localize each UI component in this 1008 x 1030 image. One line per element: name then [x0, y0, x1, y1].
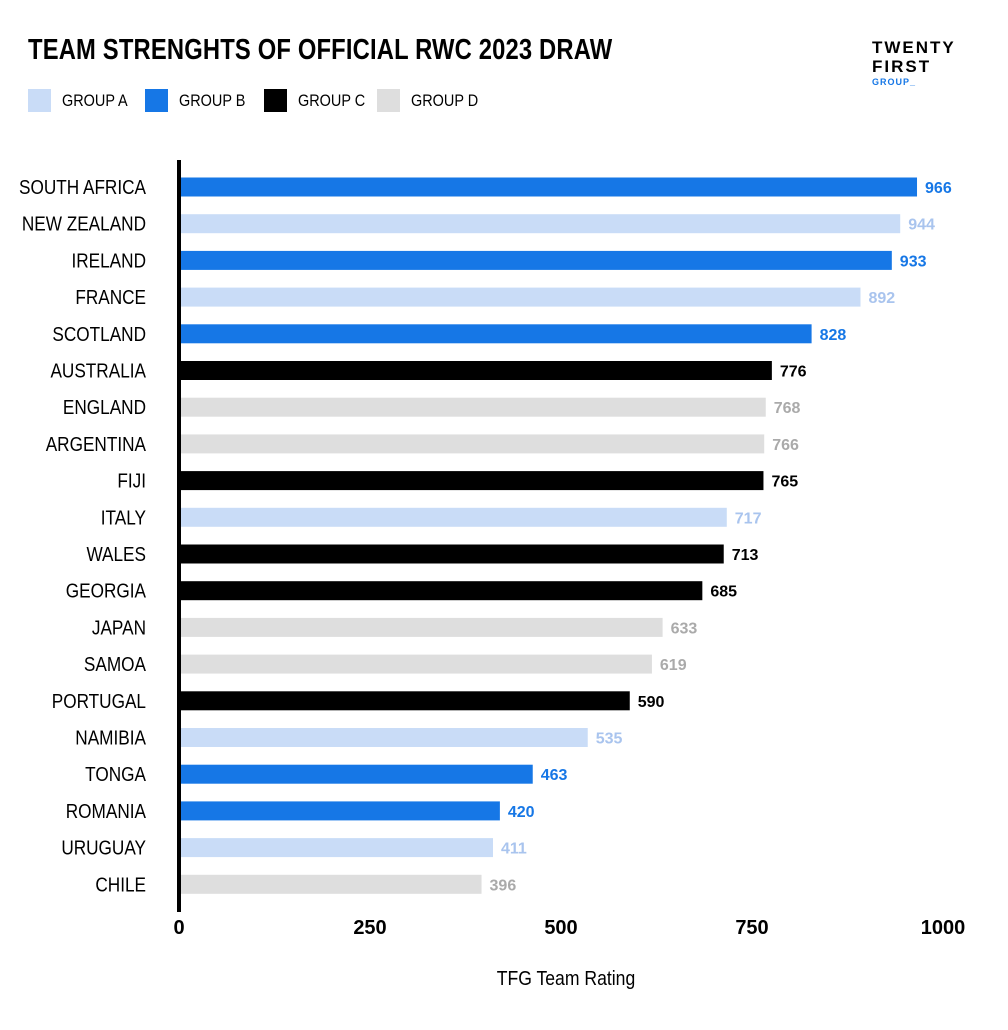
x-tick-label-1000: 1000	[921, 917, 966, 939]
value-label-wales: 713	[732, 547, 759, 564]
bar-japan	[179, 617, 663, 637]
logo-line-2: FIRST	[872, 57, 932, 76]
team-label-tonga: TONGA	[85, 763, 146, 786]
value-label-new-zealand: 944	[908, 217, 935, 234]
bar-england	[179, 397, 766, 417]
bar-australia	[179, 361, 772, 380]
value-label-namibia: 535	[596, 731, 623, 748]
bar-argentina	[179, 434, 765, 454]
bar-chile	[179, 874, 482, 894]
team-label-portugal: PORTUGAL	[52, 690, 146, 713]
bar-scotland	[179, 324, 812, 344]
team-label-samoa: SAMOA	[84, 653, 147, 676]
team-label-australia: AUSTRALIA	[50, 359, 146, 382]
bar-tonga	[179, 764, 533, 784]
value-label-fiji: 765	[771, 474, 798, 491]
value-label-chile: 396	[490, 877, 517, 894]
legend-swatch-group-a	[28, 89, 51, 112]
value-label-samoa: 619	[660, 657, 687, 674]
value-label-argentina: 766	[772, 437, 799, 454]
twenty-first-group-logo: TWENTY FIRST GROUP_	[872, 38, 972, 87]
legend-label-group-a: GROUP A	[62, 91, 128, 110]
team-label-wales: WALES	[86, 543, 146, 566]
value-label-england: 768	[774, 400, 801, 417]
team-label-japan: JAPAN	[92, 616, 146, 639]
bar-wales	[179, 544, 724, 564]
team-label-italy: ITALY	[101, 506, 147, 529]
value-label-uruguay: 411	[501, 841, 527, 858]
value-label-romania: 420	[508, 804, 535, 821]
value-label-scotland: 828	[820, 327, 847, 344]
chart-title: TEAM STRENGHTS OF OFFICIAL RWC 2023 DRAW	[28, 34, 613, 66]
value-label-ireland: 933	[900, 253, 927, 270]
bar-uruguay	[179, 838, 494, 858]
team-label-fiji: FIJI	[117, 469, 146, 492]
team-label-namibia: NAMIBIA	[75, 726, 146, 749]
team-label-ireland: IRELAND	[71, 249, 146, 272]
team-label-new-zealand: NEW ZEALAND	[22, 212, 146, 235]
team-label-england: ENGLAND	[63, 396, 146, 419]
team-label-argentina: ARGENTINA	[46, 433, 147, 456]
bar-ireland	[179, 250, 892, 270]
x-axis-title: TFG Team Rating	[497, 967, 636, 989]
logo-line-3: GROUP_	[872, 77, 917, 87]
value-label-portugal: 590	[638, 694, 665, 711]
team-label-chile: CHILE	[95, 873, 146, 896]
value-label-tonga: 463	[541, 767, 568, 784]
bar-france	[179, 287, 861, 307]
bar-romania	[179, 801, 500, 821]
value-label-japan: 633	[671, 620, 698, 637]
legend-label-group-b: GROUP B	[179, 91, 246, 110]
team-label-uruguay: URUGUAY	[61, 836, 146, 859]
bar-italy	[179, 507, 727, 527]
value-label-australia: 776	[780, 364, 807, 381]
bar-south-africa	[179, 177, 918, 197]
bar-portugal	[179, 691, 630, 711]
team-label-romania: ROMANIA	[66, 800, 147, 823]
x-tick-label-0: 0	[173, 917, 184, 939]
bar-fiji	[179, 471, 764, 491]
x-tick-label-750: 750	[735, 917, 768, 939]
logo-line-1: TWENTY	[872, 38, 956, 57]
bar-samoa	[179, 654, 652, 674]
team-label-georgia: GEORGIA	[66, 579, 147, 602]
legend-swatch-group-d	[377, 89, 400, 112]
legend-label-group-d: GROUP D	[411, 91, 479, 110]
x-tick-label-500: 500	[544, 917, 577, 939]
bar-georgia	[179, 581, 703, 601]
value-label-georgia: 685	[710, 584, 737, 601]
legend-swatch-group-b	[145, 89, 168, 112]
x-tick-label-250: 250	[353, 917, 386, 939]
bar-new-zealand	[179, 214, 901, 234]
team-label-south-africa: SOUTH AFRICA	[19, 176, 147, 199]
team-label-scotland: SCOTLAND	[52, 323, 146, 346]
value-label-italy: 717	[735, 510, 762, 527]
legend-label-group-c: GROUP C	[298, 91, 366, 110]
value-label-france: 892	[868, 290, 895, 307]
bar-namibia	[179, 728, 588, 747]
team-label-france: FRANCE	[75, 286, 146, 309]
legend-swatch-group-c	[264, 89, 287, 112]
value-label-south-africa: 966	[925, 180, 952, 197]
